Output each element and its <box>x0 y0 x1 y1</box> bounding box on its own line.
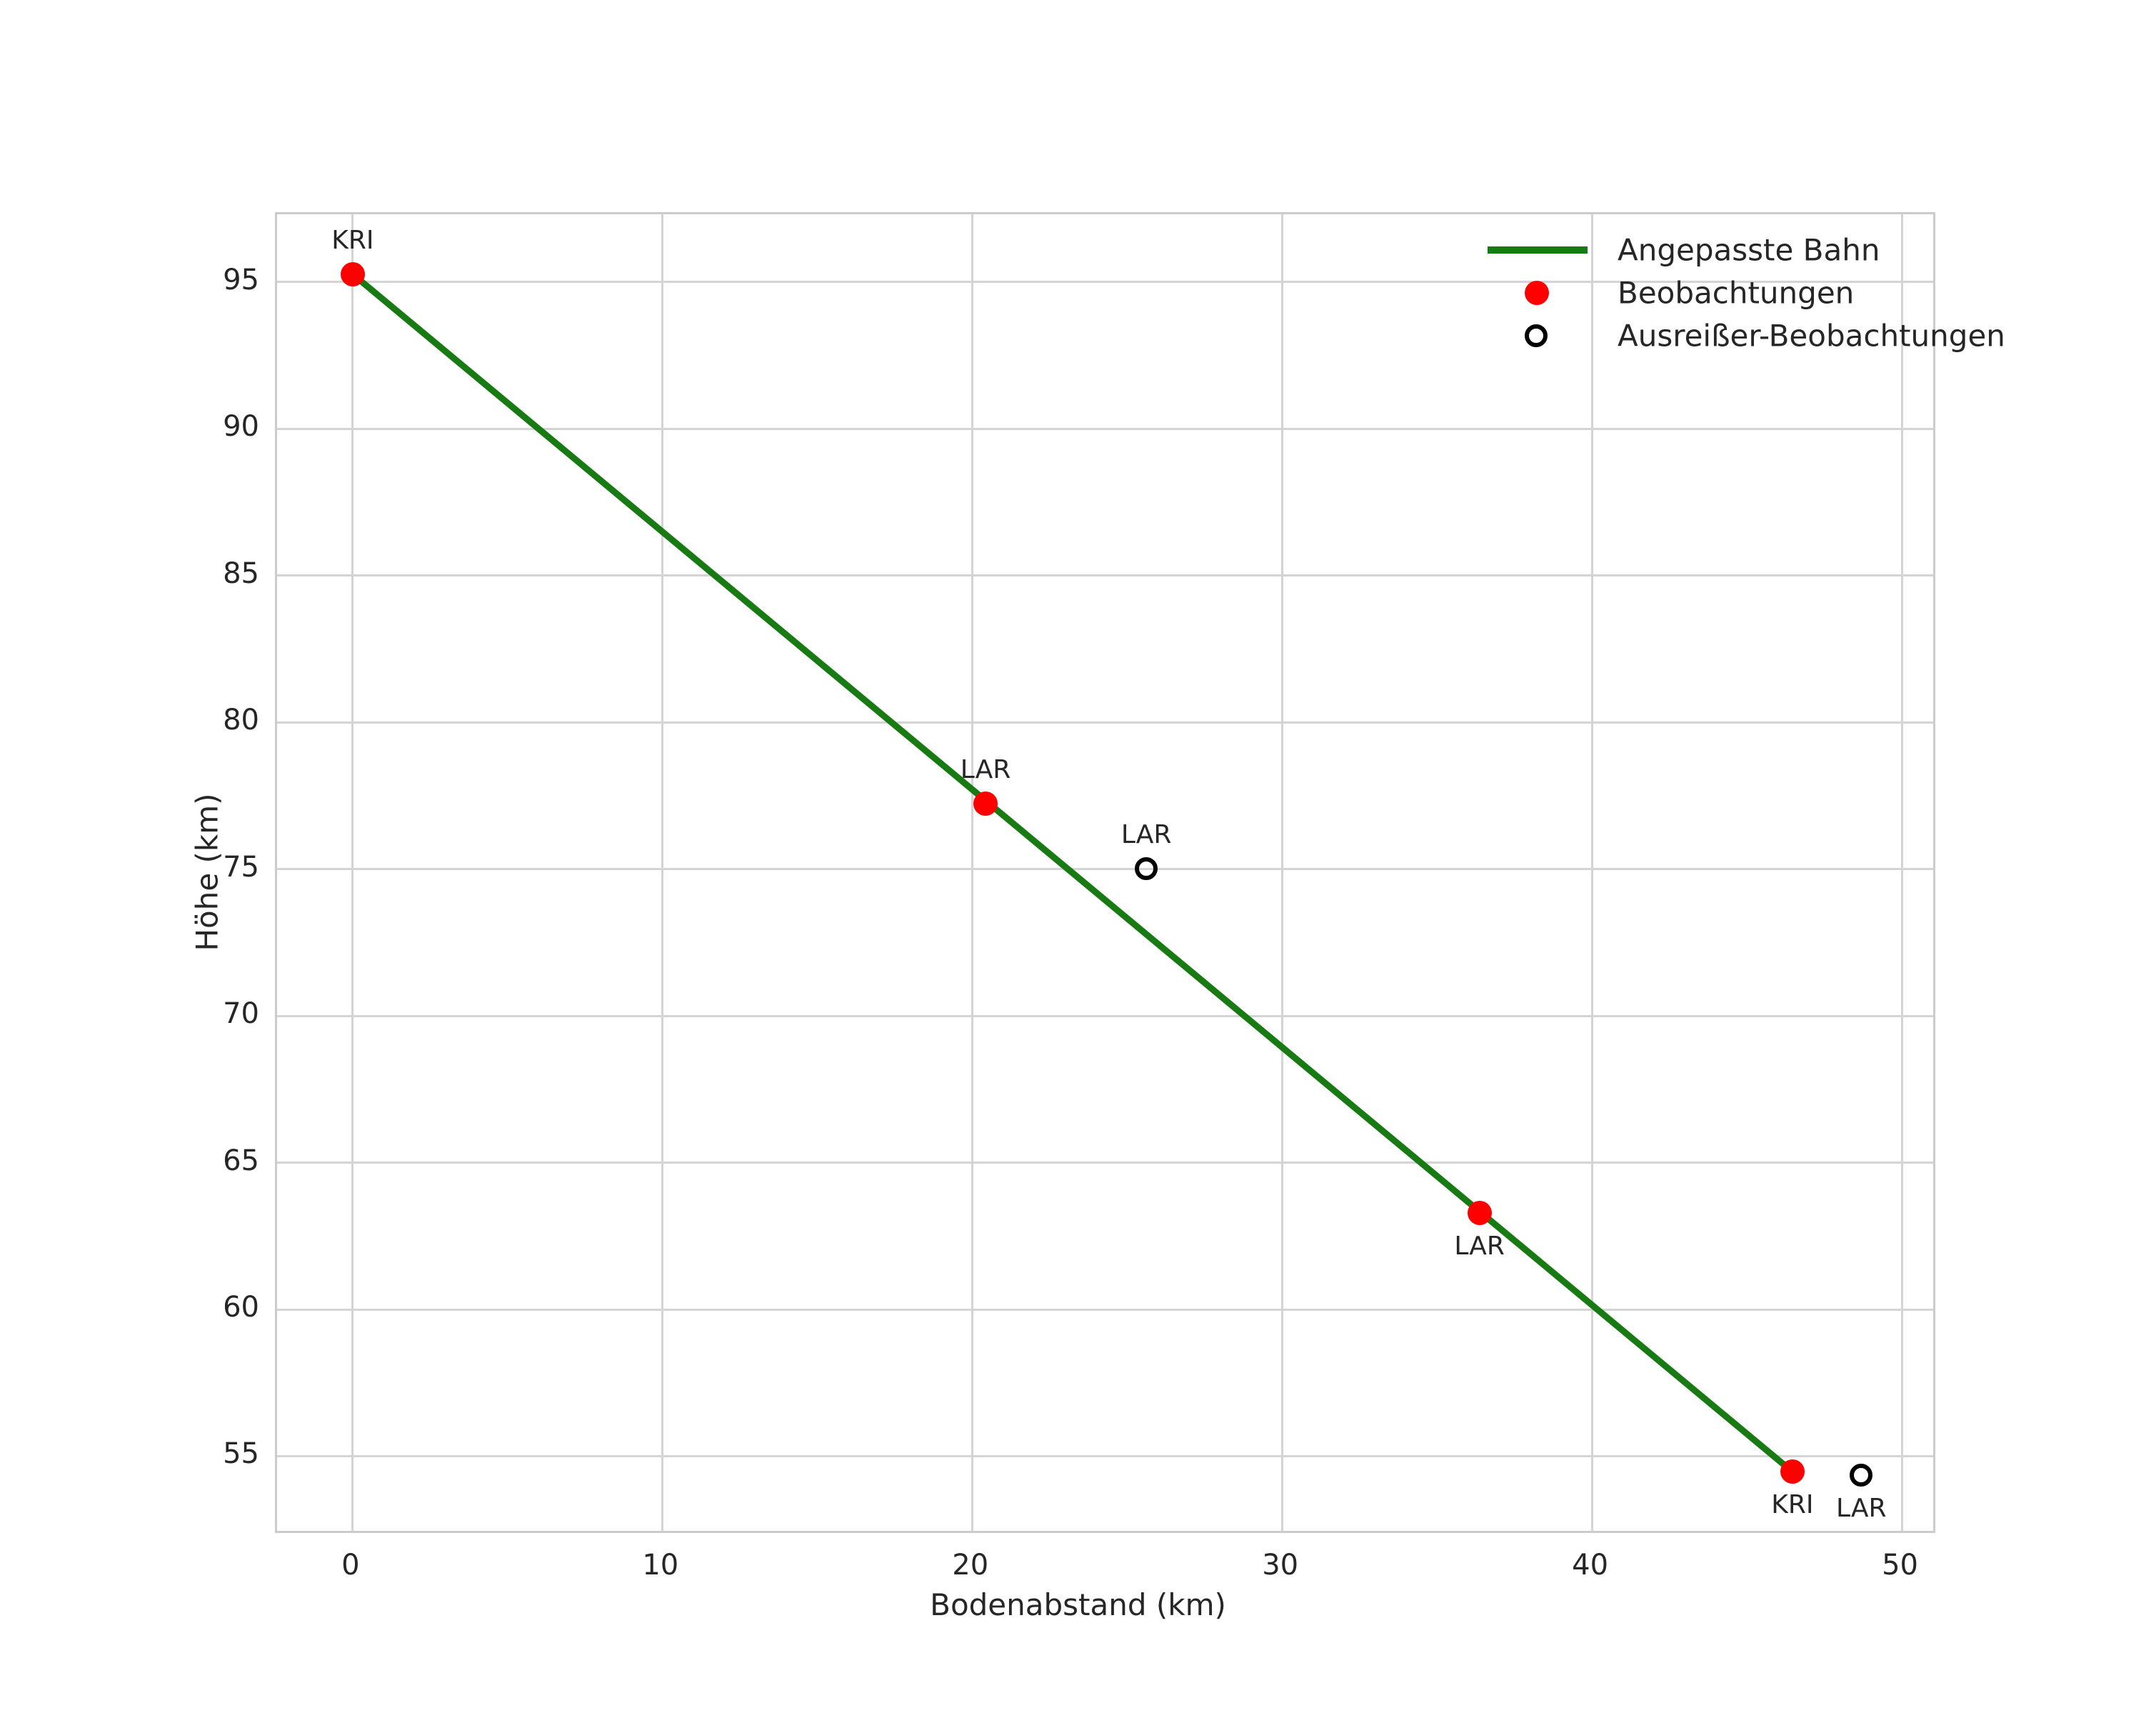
point-label: LAR <box>1454 1231 1505 1261</box>
y-tick-label: 95 <box>223 263 259 296</box>
legend-item[interactable]: Angepasste Bahn <box>1475 229 1975 271</box>
gridline-vertical <box>1591 214 1594 1531</box>
x-tick-label: 40 <box>1572 1549 1609 1582</box>
gridline-vertical <box>661 214 664 1531</box>
fitted-trajectory-line <box>351 271 1795 1474</box>
plot-area: KRI LAR LAR KRI LAR LAR <box>275 212 1935 1533</box>
observation-marker[interactable] <box>1780 1459 1805 1484</box>
gridline-vertical <box>1901 214 1904 1531</box>
chart-legend: Angepasste Bahn Beobachtungen Ausreißer-Be… <box>1475 229 2005 357</box>
y-tick-label: 90 <box>223 410 259 444</box>
legend-open-circle-swatch <box>1525 324 1548 347</box>
legend-line-swatch <box>1488 246 1588 254</box>
x-tick-label: 30 <box>1262 1549 1299 1582</box>
outlier-observation-marker[interactable] <box>1135 856 1158 880</box>
point-label: KRI <box>331 225 374 255</box>
point-label: KRI <box>1771 1490 1814 1520</box>
x-axis-title: Bodenabstand (km) <box>930 1587 1226 1622</box>
point-label: LAR <box>1120 819 1172 849</box>
outlier-observation-marker[interactable] <box>1850 1464 1873 1487</box>
gridline-horizontal <box>277 721 1933 724</box>
gridline-horizontal <box>277 1454 1933 1457</box>
y-tick-label: 70 <box>223 997 259 1031</box>
legend-item-label: Ausreißer-Beobachtungen <box>1618 318 2005 354</box>
gridline-horizontal <box>277 1162 1933 1164</box>
gridline-vertical <box>351 214 354 1531</box>
legend-filled-circle-swatch <box>1525 281 1549 305</box>
legend-item[interactable]: Ausreißer-Beobachtungen <box>1475 314 2005 357</box>
observation-marker[interactable] <box>340 261 365 286</box>
gridline-horizontal <box>277 868 1933 871</box>
y-tick-label: 60 <box>223 1291 259 1324</box>
legend-item-label: Beobachtungen <box>1618 275 1855 311</box>
y-tick-label: 75 <box>223 850 259 884</box>
y-tick-label: 65 <box>223 1144 259 1177</box>
x-tick-label: 10 <box>642 1549 679 1582</box>
observation-marker[interactable] <box>973 791 998 816</box>
observation-marker[interactable] <box>1467 1200 1492 1225</box>
legend-item-label: Angepasste Bahn <box>1618 232 1880 268</box>
gridline-horizontal <box>277 1014 1933 1017</box>
gridline-horizontal <box>277 281 1933 284</box>
gridline-horizontal <box>277 427 1933 430</box>
gridline-horizontal <box>277 574 1933 577</box>
y-tick-label: 55 <box>223 1437 259 1471</box>
point-label: LAR <box>1835 1494 1887 1524</box>
fitted-trajectory-path <box>351 271 1795 1474</box>
gridline-horizontal <box>277 1308 1933 1311</box>
gridline-vertical <box>1281 214 1284 1531</box>
y-axis-title: Höhe (km) <box>189 793 225 952</box>
gridline-vertical <box>971 214 974 1531</box>
point-label: LAR <box>960 755 1011 785</box>
x-tick-label: 20 <box>952 1549 989 1582</box>
legend-item[interactable]: Beobachtungen <box>1475 271 1975 314</box>
y-tick-label: 80 <box>223 704 259 737</box>
x-tick-label: 0 <box>341 1549 360 1582</box>
x-tick-label: 50 <box>1882 1549 1918 1582</box>
y-tick-label: 85 <box>223 556 259 590</box>
